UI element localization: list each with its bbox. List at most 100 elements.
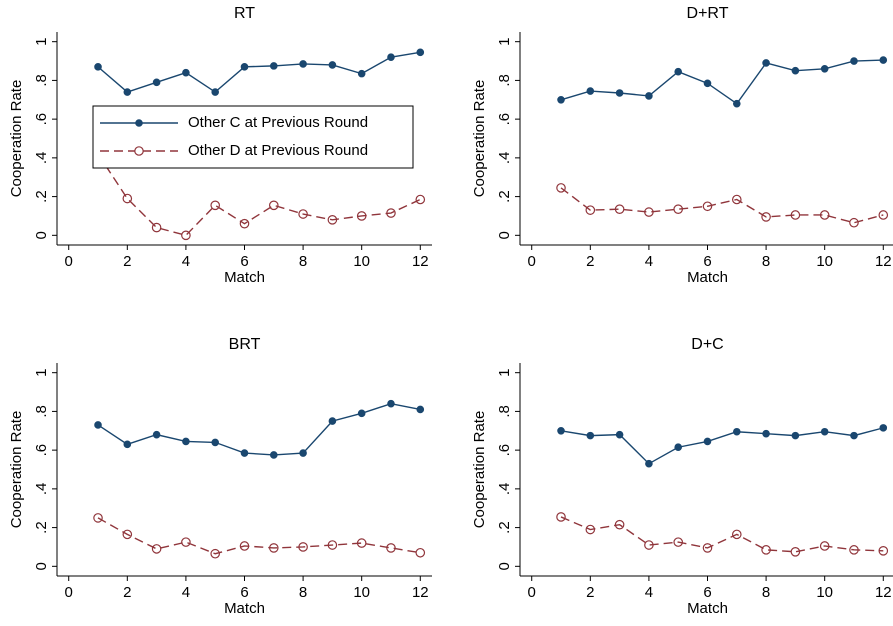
series-line <box>97 51 421 93</box>
point <box>878 210 889 220</box>
point <box>386 543 396 553</box>
x-tick-label: 6 <box>240 584 248 601</box>
point <box>585 524 596 535</box>
series-line <box>560 427 884 465</box>
point <box>269 451 278 459</box>
x-tick-label: 8 <box>299 253 307 270</box>
point <box>327 215 338 225</box>
x-tick-label: 0 <box>528 253 536 270</box>
point <box>122 193 133 204</box>
panel-title: BRT <box>229 336 261 353</box>
x-tick-label: 10 <box>816 584 833 601</box>
x-axis-label: Match <box>224 269 265 286</box>
y-tick-label: .2 <box>496 521 513 534</box>
series-line <box>97 153 421 237</box>
point <box>181 230 191 241</box>
y-tick-label: 0 <box>496 562 513 570</box>
y-axis-label: Cooperation Rate <box>8 80 25 198</box>
x-tick-label: 4 <box>182 584 190 601</box>
point <box>210 548 221 559</box>
point <box>556 512 566 522</box>
point <box>181 537 191 547</box>
point <box>615 89 624 97</box>
x-tick-label: 8 <box>762 253 770 270</box>
legend-marker <box>135 119 143 127</box>
point <box>182 437 190 446</box>
y-tick-label: 1 <box>33 369 50 377</box>
point <box>240 63 249 71</box>
point <box>269 62 278 70</box>
legend-label: Other C at Previous Round <box>188 114 368 131</box>
point <box>586 87 595 95</box>
y-tick-label: .4 <box>33 483 50 496</box>
point <box>673 204 684 214</box>
y-tick-label: .4 <box>33 152 50 165</box>
point <box>762 429 770 438</box>
y-tick-label: 1 <box>33 38 50 46</box>
point <box>211 88 220 96</box>
point <box>645 92 653 100</box>
point <box>879 424 888 432</box>
point <box>416 405 425 414</box>
point <box>731 194 742 205</box>
point <box>850 57 858 65</box>
point <box>614 519 625 530</box>
x-tick-label: 6 <box>240 253 248 270</box>
point <box>849 217 859 228</box>
y-tick-label: .6 <box>33 113 50 126</box>
x-tick-label: 4 <box>182 253 190 270</box>
series-line <box>560 59 884 105</box>
x-tick-label: 2 <box>586 584 594 601</box>
y-axis-label: Cooperation Rate <box>471 80 488 198</box>
x-tick-label: 6 <box>703 253 711 270</box>
x-axis-label: Match <box>687 600 728 617</box>
point <box>356 211 367 221</box>
y-tick-label: .8 <box>33 74 50 87</box>
panel-title: D+C <box>691 336 723 353</box>
point <box>298 542 308 552</box>
legend-box <box>92 105 414 169</box>
y-tick-label: 1 <box>496 369 513 377</box>
y-tick-label: .8 <box>496 405 513 418</box>
y-tick-label: 0 <box>33 231 50 239</box>
point <box>645 459 653 468</box>
point <box>239 218 250 229</box>
point <box>556 183 566 193</box>
point <box>211 438 220 447</box>
point <box>702 543 713 553</box>
point <box>151 544 162 554</box>
y-tick-label: .2 <box>33 521 50 534</box>
point <box>357 409 366 418</box>
point <box>93 513 103 523</box>
point <box>387 53 395 61</box>
point <box>415 547 426 558</box>
point <box>790 546 801 557</box>
y-tick-label: .6 <box>496 444 513 457</box>
point <box>703 437 712 446</box>
panel: D+RT0.2.4.6.810 2 4 6 8 10 12MatchCooperation … <box>471 5 893 286</box>
point <box>762 59 770 67</box>
point <box>586 431 595 440</box>
point <box>327 540 338 550</box>
y-tick-label: .8 <box>33 405 50 418</box>
series-line <box>97 402 421 456</box>
point <box>182 68 190 77</box>
point <box>791 66 800 75</box>
point <box>790 210 801 220</box>
x-tick-label: 6 <box>703 584 711 601</box>
point <box>152 430 161 439</box>
x-tick-label: 2 <box>586 253 594 270</box>
point <box>557 95 565 104</box>
x-tick-label: 2 <box>123 584 131 601</box>
x-tick-label: 2 <box>123 253 131 270</box>
point <box>268 200 279 211</box>
y-tick-label: .6 <box>33 444 50 457</box>
y-tick-label: .4 <box>496 483 513 496</box>
point <box>820 64 829 73</box>
point <box>94 421 102 429</box>
x-tick-label: 0 <box>528 584 536 601</box>
point <box>123 88 132 96</box>
y-tick-label: .6 <box>496 113 513 126</box>
point <box>879 56 888 64</box>
